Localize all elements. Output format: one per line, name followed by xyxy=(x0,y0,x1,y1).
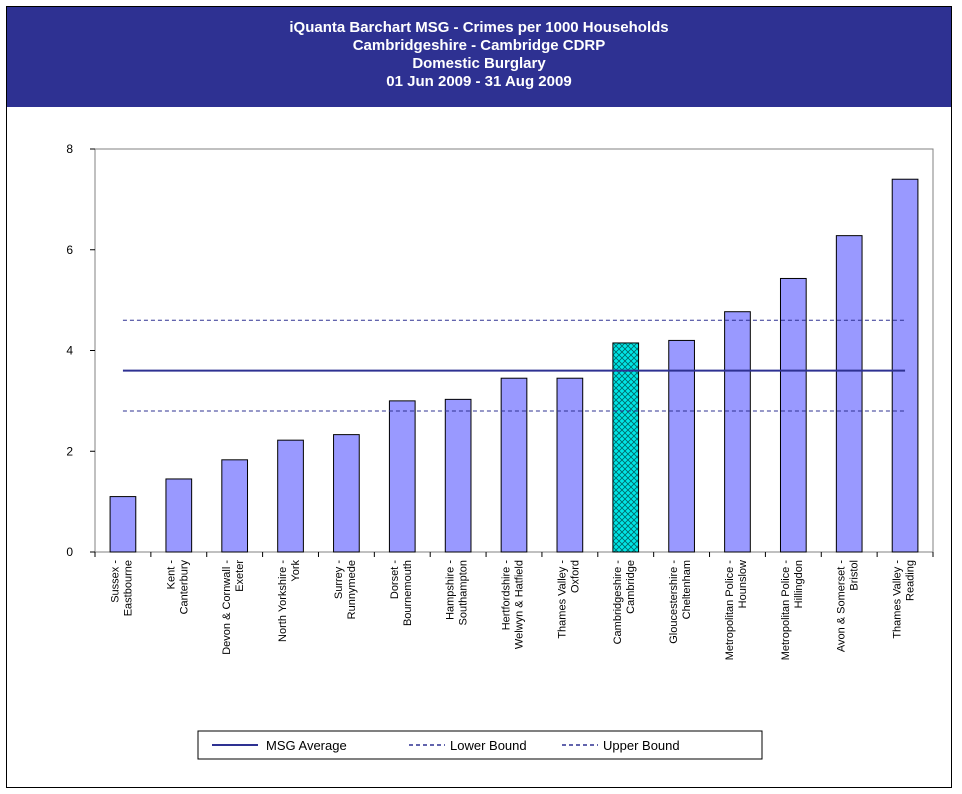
legend-label: MSG Average xyxy=(266,738,347,753)
x-category-label: Metropolitan Police - xyxy=(780,560,792,661)
x-category-label: Cambridgeshire - xyxy=(612,560,624,645)
chart-subtitle-crime: Domestic Burglary xyxy=(412,55,546,72)
x-category-label: Hillingdon xyxy=(793,560,805,608)
x-category-label: Bournemouth xyxy=(402,560,414,626)
x-category-label: Cheltenham xyxy=(681,560,693,619)
bar xyxy=(165,478,193,553)
chart-frame: iQuanta Barchart MSG - Crimes per 1000 H… xyxy=(6,6,952,788)
y-tick-label: 0 xyxy=(66,545,73,559)
x-category-label: Eastbourne xyxy=(122,560,134,616)
x-category-label: North Yorkshire - xyxy=(277,560,289,642)
bar xyxy=(556,377,584,553)
y-tick-label: 2 xyxy=(66,444,73,458)
x-category-label: Oxford xyxy=(569,560,581,593)
x-category-label: Southampton xyxy=(458,560,470,625)
x-category-label: Sussex - xyxy=(109,560,121,603)
x-category-label: Metropolitan Police - xyxy=(724,560,736,661)
x-category-label: Hounslow xyxy=(737,560,749,608)
bar xyxy=(779,277,807,553)
bar xyxy=(891,178,919,553)
bar xyxy=(277,439,304,553)
bar xyxy=(668,339,695,553)
x-category-label: Cambridge xyxy=(625,560,637,614)
y-tick-label: 8 xyxy=(66,142,73,156)
x-category-label: Reading xyxy=(905,560,917,601)
x-category-label: Runnymede xyxy=(346,560,358,619)
x-category-label: Canterbury xyxy=(178,560,190,615)
bar xyxy=(444,398,472,553)
y-tick-label: 6 xyxy=(66,243,73,257)
bar-highlighted xyxy=(612,342,640,553)
x-category-label: Devon & Cornwall - xyxy=(221,560,233,655)
x-category-label: Exeter xyxy=(234,560,246,592)
x-category-label: Bristol xyxy=(849,560,861,591)
legend-label: Lower Bound xyxy=(450,738,527,753)
chart-subtitle-area: Cambridgeshire - Cambridge CDRP xyxy=(352,37,606,54)
bar xyxy=(333,434,360,553)
x-category-label: Kent - xyxy=(165,560,177,590)
x-category-label: Avon & Somerset - xyxy=(836,560,848,652)
y-tick-label: 4 xyxy=(66,344,73,358)
x-category-label: Gloucestershire - xyxy=(668,560,680,644)
bar-chart: 0 2 4 6 8 Sussex - Eastbourne Kent - Canterbury D… xyxy=(66,142,934,760)
bar xyxy=(109,496,137,553)
x-category-label: Surrey - xyxy=(333,560,345,599)
bar xyxy=(500,377,528,553)
legend-label: Upper Bound xyxy=(603,738,680,753)
x-category-label: Hampshire - xyxy=(445,560,457,620)
x-category-label: Thames Valley - xyxy=(892,560,904,639)
x-category-label: Hertfordshire - xyxy=(501,560,513,631)
chart-header: iQuanta Barchart MSG - Crimes per 1000 H… xyxy=(7,7,951,107)
chart-subtitle-period: 01 Jun 2009 - 31 Aug 2009 xyxy=(386,73,572,90)
bar xyxy=(724,311,751,553)
legend-box xyxy=(197,730,763,760)
x-category-label: Thames Valley - xyxy=(556,560,568,639)
chart-title: iQuanta Barchart MSG - Crimes per 1000 H… xyxy=(289,19,669,36)
bar xyxy=(221,459,249,553)
bar xyxy=(835,235,863,553)
x-category-label: York xyxy=(290,560,302,582)
bar xyxy=(388,400,416,553)
x-category-label: Welwyn & Hatfield xyxy=(514,560,526,649)
x-category-label: Dorset - xyxy=(389,560,401,599)
